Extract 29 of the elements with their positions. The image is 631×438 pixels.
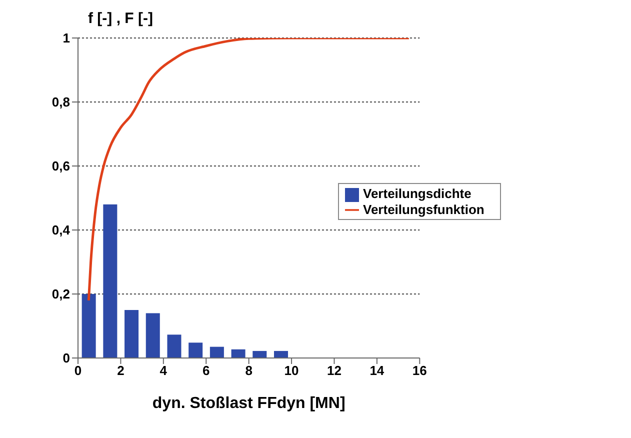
x-tick-label: 4 [160,363,168,378]
x-tick-label: 0 [74,363,82,378]
y-axis-title: f [-] , F [-] [88,10,153,27]
y-tick-label: 0,2 [52,286,70,302]
y-tick-label: 1 [62,30,70,46]
x-tick-label: 2 [117,363,124,378]
bar [188,342,203,358]
bar [274,350,288,358]
y-tick-label: 0,8 [52,94,70,110]
bar [103,204,118,358]
x-tick-label: 10 [284,363,299,378]
legend-label: Verteilungsfunktion [363,202,484,217]
y-tick-label: 0 [62,350,70,366]
y-tick-label: 0,4 [52,222,71,238]
bar [252,350,267,358]
x-axis-title: dyn. Stoßlast FFdyn [MN] [152,395,346,412]
bar [210,346,224,358]
x-tick-label: 6 [202,363,210,378]
bar [82,294,96,358]
x-tick-label: 12 [327,363,342,378]
bar [231,349,246,358]
y-tick-label: 0,6 [52,158,70,174]
x-tick-label: 16 [412,363,427,378]
legend-label: Verteilungsdichte [363,186,472,201]
bar [146,313,160,358]
x-tick-label: 8 [245,363,252,378]
bar [124,310,139,358]
x-tick-label: 14 [370,363,385,378]
bar [167,334,182,358]
